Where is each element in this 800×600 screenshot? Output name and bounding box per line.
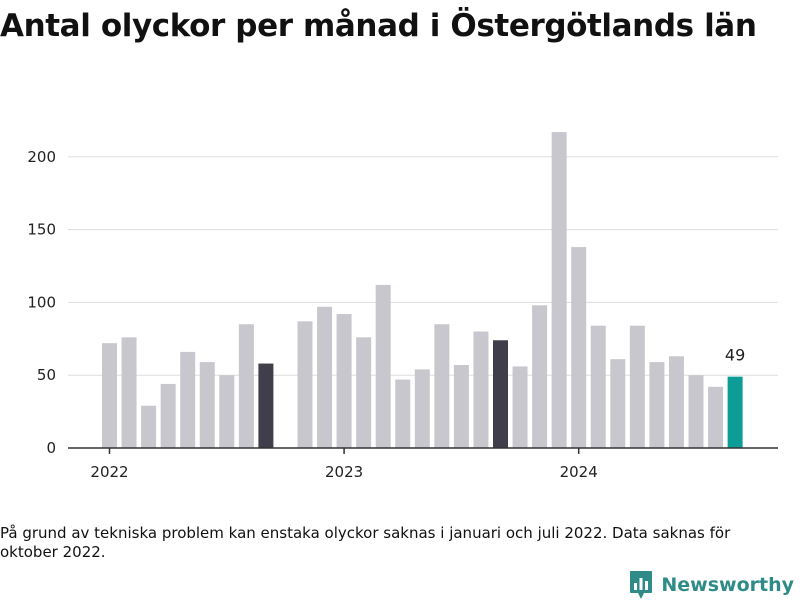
bar: [473, 331, 489, 448]
bar: [688, 375, 704, 448]
bar: [649, 362, 665, 448]
bar: [121, 337, 137, 448]
bar: [493, 340, 508, 448]
bar: [160, 383, 176, 448]
bar: [590, 325, 606, 448]
brand-name: Newsworthy: [661, 574, 794, 596]
bar: [356, 337, 372, 448]
bar: [532, 305, 548, 448]
bar: [727, 376, 743, 448]
x-tick-label: 2024: [560, 463, 598, 481]
bar: [512, 366, 528, 448]
bar: [708, 386, 724, 448]
footnote: På grund av tekniska problem kan enstaka…: [0, 524, 731, 561]
bar: [395, 379, 411, 448]
brand-logo[interactable]: Newsworthy: [629, 570, 794, 600]
bar: [180, 351, 196, 448]
y-tick-label: 100: [27, 293, 56, 311]
bar: [336, 314, 352, 448]
bar: [238, 324, 254, 448]
y-tick-label: 150: [27, 221, 56, 239]
bar: [258, 363, 274, 448]
bar-chart: 0 50 100 150 200 2022 2023 2024 49: [27, 132, 778, 481]
bar: [375, 284, 391, 448]
data-label: 49: [725, 346, 745, 365]
bar: [571, 247, 587, 448]
bar: [629, 325, 645, 448]
bar: [551, 132, 567, 449]
bar: [453, 365, 469, 448]
bar: [219, 375, 235, 448]
chart-title: Antal olyckor per månad i Östergötlands …: [0, 8, 757, 44]
bar: [668, 356, 684, 448]
x-tick-label: 2023: [325, 463, 363, 481]
bar: [610, 359, 626, 448]
bar: [102, 343, 117, 448]
bar: [141, 405, 157, 448]
x-tick-label: 2022: [90, 463, 128, 481]
y-tick-label: 200: [27, 148, 56, 166]
bar: [434, 324, 450, 448]
y-tick-label: 0: [46, 439, 56, 457]
bar: [414, 369, 430, 448]
bar: [317, 306, 333, 448]
newsworthy-logo-icon: [630, 571, 653, 599]
bar: [199, 362, 215, 448]
bar: [297, 321, 313, 448]
y-tick-label: 50: [37, 366, 56, 384]
